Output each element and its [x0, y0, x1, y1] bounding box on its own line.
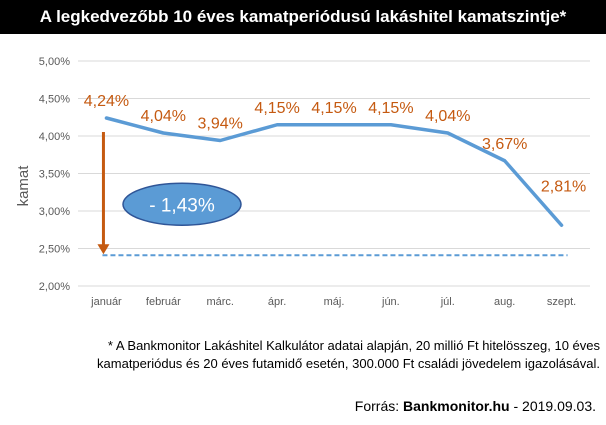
x-tick-label: aug. [494, 296, 515, 308]
y-tick-label: 3,50% [39, 169, 70, 181]
data-label: 4,15% [254, 100, 299, 117]
y-tick-label: 3,00% [39, 206, 70, 218]
arrow-head [97, 244, 110, 255]
data-label: 4,04% [141, 108, 186, 125]
callout-ellipse [122, 182, 242, 226]
x-tick-label: február [146, 296, 181, 308]
data-labels: 4,24% 4,04% 3,94% 4,15% 4,15% 4,15% 4,04% 3,67%… [84, 93, 586, 195]
y-tick-label: 2,50% [39, 244, 70, 256]
source-line: Forrás: Bankmonitor.hu - 2019.09.03. [355, 398, 596, 414]
source-brand: Bankmonitor.hu [403, 398, 510, 414]
series-line [104, 116, 564, 227]
x-tick-label: ápr. [268, 296, 286, 308]
y-tick-label: 4,00% [39, 131, 70, 143]
x-tick-label: márc. [206, 296, 234, 308]
footnote: * A Bankmonitor Lakáshitel Kalkulátor ad… [97, 338, 600, 371]
decrease-callout: - 1,43% [122, 182, 242, 226]
line-chart: 2,00% 2,50% 3,00% 3,50% 4,00% 4,50% 5,00% janu… [15, 56, 590, 308]
x-tick-label: szept. [547, 296, 576, 308]
x-tick-label: máj. [324, 296, 345, 308]
y-tick-label: 2,00% [39, 281, 70, 293]
data-label: 3,67% [482, 136, 527, 153]
data-label: 4,15% [311, 100, 356, 117]
decrease-arrow [97, 132, 110, 255]
y-tick-labels: 2,00% 2,50% 3,00% 3,50% 4,00% 4,50% 5,00% [39, 56, 70, 293]
data-label: 2,81% [541, 178, 586, 195]
x-tick-label: január [90, 296, 122, 308]
x-tick-labels: január február márc. ápr. máj. jún. júl. aug. sz… [90, 296, 576, 308]
data-label: 4,24% [84, 93, 129, 110]
y-tick-label: 5,00% [39, 56, 70, 68]
data-label: 4,04% [425, 108, 470, 125]
callout-text: - 1,43% [149, 195, 215, 216]
grid-lines [78, 60, 590, 287]
chart-title: A legkedvezőbb 10 éves kamatperiódusú la… [0, 0, 606, 34]
y-axis-label: kamat [15, 165, 32, 207]
x-tick-label: júl. [440, 296, 455, 308]
source-prefix: Forrás: [354, 398, 404, 414]
x-tick-label: jún. [381, 296, 400, 308]
series-polyline [104, 116, 564, 227]
source-date: - 2019.09.03. [509, 398, 596, 414]
data-label: 3,94% [198, 116, 243, 133]
data-label: 4,15% [368, 100, 413, 117]
y-tick-label: 4,50% [39, 94, 70, 106]
